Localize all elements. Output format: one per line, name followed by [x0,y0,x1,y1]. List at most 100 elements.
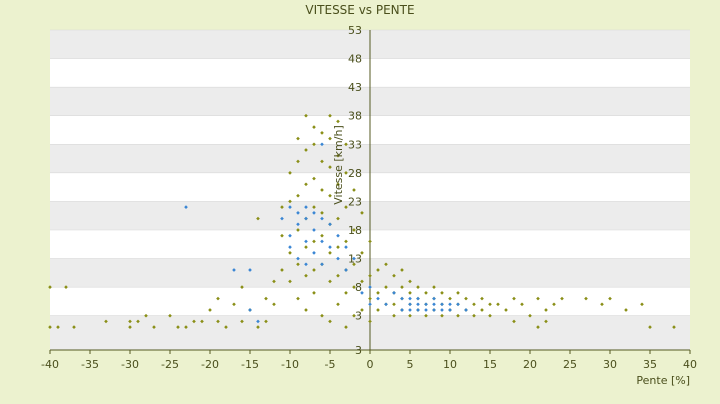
data-point [320,262,324,267]
data-point [328,222,332,227]
data-point [440,308,444,312]
data-point [496,302,500,307]
data-point [264,296,268,301]
data-point [608,296,612,301]
data-point [296,222,300,227]
y-tick-label: 23 [348,195,362,208]
data-point [192,319,196,324]
data-point [344,291,348,295]
y-tick-label: 3 [355,344,362,357]
data-point [560,296,564,301]
data-point [288,199,292,204]
data-point [144,313,148,318]
data-point [344,171,348,175]
data-point [232,302,236,307]
data-point [296,136,300,141]
data-point [328,319,332,324]
data-point [480,308,484,312]
x-tick-label: 15 [483,358,497,371]
data-point [416,285,420,289]
data-point [304,273,308,278]
data-point [224,325,228,329]
x-axis-label: Pente [%] [636,374,690,387]
data-point [464,296,468,301]
data-point [344,205,348,209]
data-point [504,308,508,312]
data-point [344,245,348,249]
data-point [440,302,444,307]
data-point [136,319,140,324]
data-point [208,308,212,312]
data-point [648,325,652,329]
data-point [424,291,428,295]
data-point [384,302,388,307]
data-point [488,302,492,307]
data-point [376,291,380,295]
data-point [312,268,316,272]
y-tick-label: 8 [355,281,362,294]
data-point [512,319,516,324]
data-point [272,279,276,284]
y-tick-label: 3 [355,310,362,323]
data-point [360,211,364,215]
data-point [280,216,284,221]
data-point [640,302,644,307]
data-point [312,239,316,244]
data-point [368,319,372,324]
data-point [152,325,156,329]
x-tick-label: -20 [201,358,219,371]
x-tick-label: 0 [367,358,374,371]
data-point [312,251,316,255]
data-point [392,302,396,307]
data-point [272,302,276,307]
data-point [416,296,420,301]
data-point [584,296,588,301]
x-tick-label: 30 [603,358,617,371]
data-point [376,268,380,272]
data-point [392,291,396,295]
data-point [408,308,412,312]
data-point [296,159,300,164]
data-point [304,239,308,244]
data-point [432,302,436,307]
data-point [280,268,284,272]
data-point [320,233,324,238]
data-point [416,302,420,307]
data-point [296,262,300,267]
data-point [232,268,236,272]
data-point [360,291,364,295]
data-point [312,176,316,181]
data-point [304,216,308,221]
data-point [320,239,324,244]
data-point [216,296,220,301]
data-point [336,245,340,249]
data-point [424,308,428,312]
data-point [360,308,364,312]
data-point [360,279,364,284]
data-point [448,308,452,312]
y-tick-label: 28 [348,167,362,180]
data-point [296,256,300,261]
x-axis-ticks: -40 -35 -30 -25 -20 -15 -10 -5 0 5 10 15 20 25 30 35 40 [41,350,697,371]
data-point [288,205,292,209]
x-tick-label: -10 [281,358,299,371]
x-tick-label: 5 [407,358,414,371]
x-tick-label: -40 [41,358,59,371]
data-point [256,319,260,324]
data-point [336,302,340,307]
data-point [424,313,428,318]
data-point [512,296,516,301]
x-tick-label: 20 [523,358,537,371]
data-point [464,308,468,312]
data-point [248,268,252,272]
data-point [408,313,412,318]
data-point [336,256,340,261]
data-point [176,325,180,329]
data-point [216,319,220,324]
data-point [448,296,452,301]
data-point [312,211,316,215]
data-point [336,119,340,124]
data-point [552,302,556,307]
data-point [400,285,404,289]
